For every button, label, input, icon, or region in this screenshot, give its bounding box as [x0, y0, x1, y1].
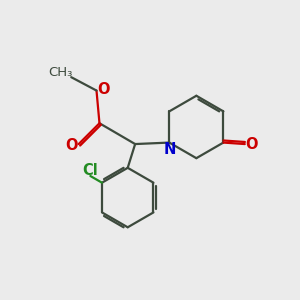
Text: O: O — [97, 82, 109, 97]
Text: O: O — [65, 138, 77, 153]
Text: Cl: Cl — [82, 163, 98, 178]
Text: O: O — [245, 136, 258, 152]
Text: CH₃: CH₃ — [48, 66, 72, 79]
Text: N: N — [164, 142, 176, 157]
